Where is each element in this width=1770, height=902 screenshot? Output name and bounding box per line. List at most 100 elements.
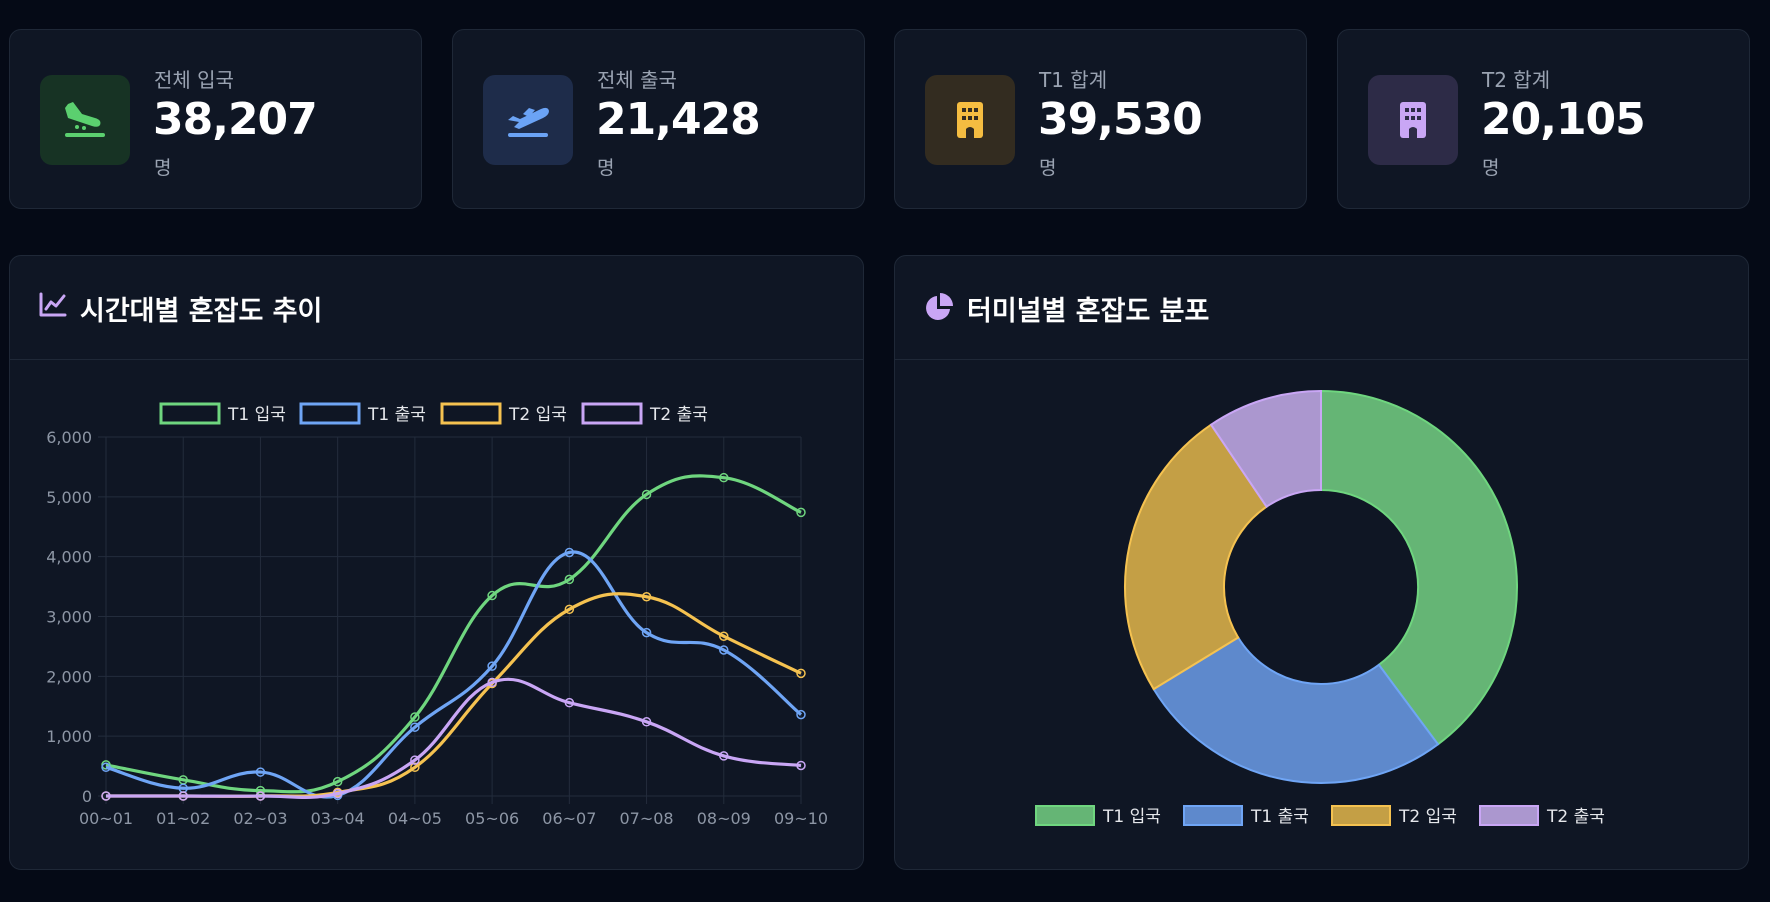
panel-title: 터미널별 혼잡도 분포 (967, 296, 1210, 327)
data-point (332, 776, 343, 787)
data-point (796, 668, 806, 679)
x-tick-label: 03~04 (311, 809, 365, 828)
y-tick-label: 5,000 (46, 488, 92, 507)
donut-slice (1124, 423, 1269, 691)
y-tick-label: 4,000 (46, 548, 92, 567)
legend-swatch (1331, 805, 1391, 826)
legend-label: T2 출국 (649, 405, 708, 425)
y-tick-label: 0 (82, 787, 92, 806)
series-line (106, 677, 802, 800)
legend-label: T2 입국 (508, 405, 567, 425)
stat-unit: 명 (1482, 157, 1500, 179)
donut-slice (1152, 636, 1440, 784)
donut-slice (1209, 389, 1322, 509)
legend-swatch (1183, 805, 1243, 826)
stat-unit: 명 (597, 157, 615, 179)
stat-value: 21,428 (596, 94, 761, 145)
data-point (641, 717, 652, 727)
data-point (796, 760, 806, 771)
line-chart-icon (39, 292, 67, 317)
stat-value: 20,105 (1481, 94, 1646, 145)
building-icon (1400, 102, 1426, 138)
legend-label: T1 입국 (1102, 807, 1161, 827)
data-point (410, 712, 420, 722)
x-tick-label: 01~02 (156, 809, 210, 828)
terminal-distribution-panel: 터미널별 혼잡도 분포 T1 입국 T1 출국 T2 입국 T2 출국 (894, 255, 1749, 870)
data-point (410, 722, 420, 732)
data-point (719, 631, 729, 641)
data-point (796, 507, 806, 518)
legend-swatch (299, 402, 361, 425)
data-point (641, 627, 652, 638)
x-tick-label: 06~07 (542, 809, 596, 828)
data-point (564, 697, 575, 708)
data-point (487, 590, 497, 601)
data-point (719, 645, 729, 655)
data-point (410, 762, 420, 773)
data-point (564, 604, 575, 615)
stat-card-total-departure: 전체 출국 21,428 명 (452, 29, 865, 209)
data-point (796, 709, 806, 720)
hourly-trend-panel: 시간대별 혼잡도 추이 0 1,000 2,000 3,000 4,000 5,000 6,… (9, 255, 864, 870)
stat-icon-box (40, 75, 130, 165)
x-tick-label: 07~08 (619, 809, 673, 828)
line-chart: 0 1,000 2,000 3,000 4,000 5,000 6,000 00~01 01~0… (46, 402, 828, 828)
data-point (719, 472, 729, 483)
data-point (178, 791, 188, 801)
stat-unit: 명 (1039, 157, 1057, 179)
legend-label: T2 출국 (1546, 807, 1605, 827)
data-point (641, 489, 652, 500)
data-point (255, 791, 266, 801)
data-point (332, 788, 343, 799)
airplane-landing-icon (65, 102, 105, 137)
stat-card-t1-total: T1 합계 39,530 명 (894, 29, 1307, 209)
donut-chart: T1 입국 T1 출국 T2 입국 T2 출국 (1035, 389, 1605, 827)
stat-label: 전체 입국 (154, 68, 234, 92)
stat-label: T2 합계 (1482, 68, 1551, 92)
data-point (487, 661, 497, 671)
legend-swatch (581, 402, 643, 425)
data-point (564, 547, 575, 558)
stat-card-total-arrival: 전체 입국 38,207 명 (9, 29, 422, 209)
data-point (101, 791, 111, 801)
x-tick-label: 02~03 (233, 809, 287, 828)
stat-label: 전체 출국 (597, 68, 677, 92)
data-point (719, 751, 729, 761)
stat-unit: 명 (154, 157, 172, 179)
data-point (641, 592, 652, 602)
pie-chart-icon (926, 293, 953, 320)
series-line (105, 474, 802, 794)
stat-value: 39,530 (1038, 94, 1203, 145)
stat-value: 38,207 (153, 94, 318, 145)
legend-swatch (1479, 805, 1539, 826)
data-point (101, 762, 111, 773)
panel-header: 시간대별 혼잡도 추이 (10, 256, 863, 360)
legend-swatch (440, 402, 502, 425)
stat-icon-box (925, 75, 1015, 165)
x-tick-label: 00~01 (79, 809, 133, 828)
panel-header: 터미널별 혼잡도 분포 (895, 256, 1748, 360)
legend-swatch (1035, 805, 1095, 826)
stat-label: T1 합계 (1039, 68, 1108, 92)
data-point (410, 755, 420, 765)
building-icon (957, 102, 983, 138)
legend-label: T2 입국 (1398, 807, 1457, 827)
x-tick-label: 08~09 (697, 809, 751, 828)
stat-icon-box (1368, 75, 1458, 165)
series-line (105, 550, 803, 799)
x-tick-label: 09~10 (774, 809, 828, 828)
airplane-takeoff-icon (508, 107, 549, 137)
data-point (255, 767, 266, 777)
legend-label: T1 입국 (227, 405, 286, 425)
y-tick-label: 3,000 (46, 608, 92, 627)
y-tick-label: 1,000 (46, 727, 92, 746)
series-line (106, 592, 802, 798)
panel-title: 시간대별 혼잡도 추이 (80, 296, 323, 327)
y-tick-label: 2,000 (46, 667, 92, 686)
stat-icon-box (483, 75, 573, 165)
x-tick-label: 05~06 (465, 809, 519, 828)
legend-swatch (159, 402, 221, 425)
data-point (564, 574, 575, 585)
stat-card-t2-total: T2 합계 20,105 명 (1337, 29, 1750, 209)
data-point (487, 677, 497, 688)
